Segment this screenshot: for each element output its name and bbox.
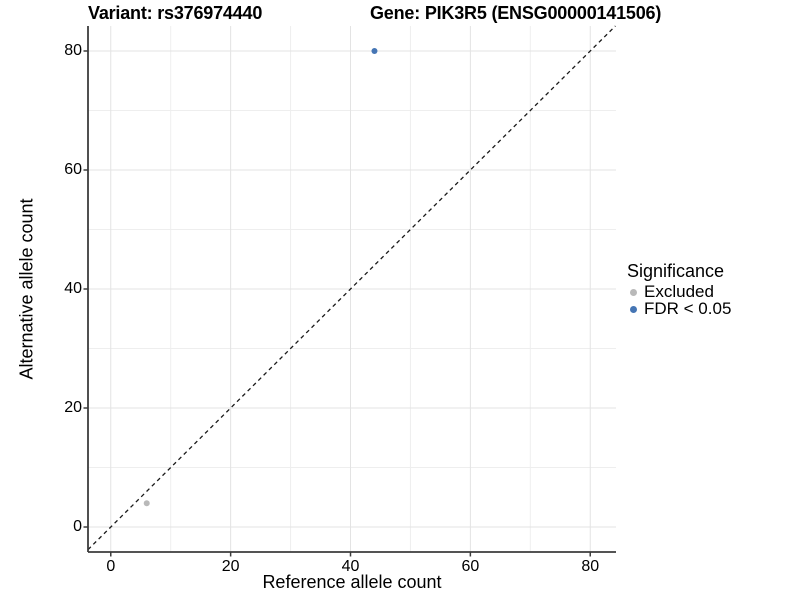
- excluded-dot-icon: [630, 288, 637, 296]
- x-tick-label: 0: [106, 558, 116, 575]
- variant-title: Variant: rs376974440: [88, 3, 263, 23]
- y-tick-label: 60: [64, 160, 82, 178]
- data-point: [371, 47, 378, 54]
- y-tick-label: 40: [64, 280, 82, 297]
- y-axis-title: Alternative allele count: [16, 198, 37, 380]
- legend-item-label: Excluded: [644, 282, 714, 301]
- legend-item-label: FDR < 0.05: [644, 299, 732, 318]
- y-tick-label: 0: [73, 518, 82, 535]
- x-tick-label: 40: [341, 558, 360, 575]
- data-point: [143, 500, 150, 507]
- x-tick-label: 60: [461, 558, 480, 575]
- legend-item-fdr: FDR < 0.05: [627, 299, 732, 318]
- legend-item-excluded: Excluded: [627, 282, 731, 301]
- fdr-dot-icon: [630, 305, 637, 313]
- x-tick-label: 80: [581, 558, 600, 575]
- legend-title: Significance: [627, 261, 725, 281]
- y-tick-label: 80: [64, 41, 82, 59]
- x-axis-title: Reference allele count: [262, 572, 442, 592]
- x-tick-label: 20: [221, 558, 240, 575]
- identity-line: [87, 25, 616, 551]
- gene-title: Gene: PIK3R5 (ENSG00000141506): [370, 3, 662, 23]
- y-tick-label: 20: [64, 399, 82, 416]
- legend: Significance Excluded FDR < 0.05: [627, 261, 731, 318]
